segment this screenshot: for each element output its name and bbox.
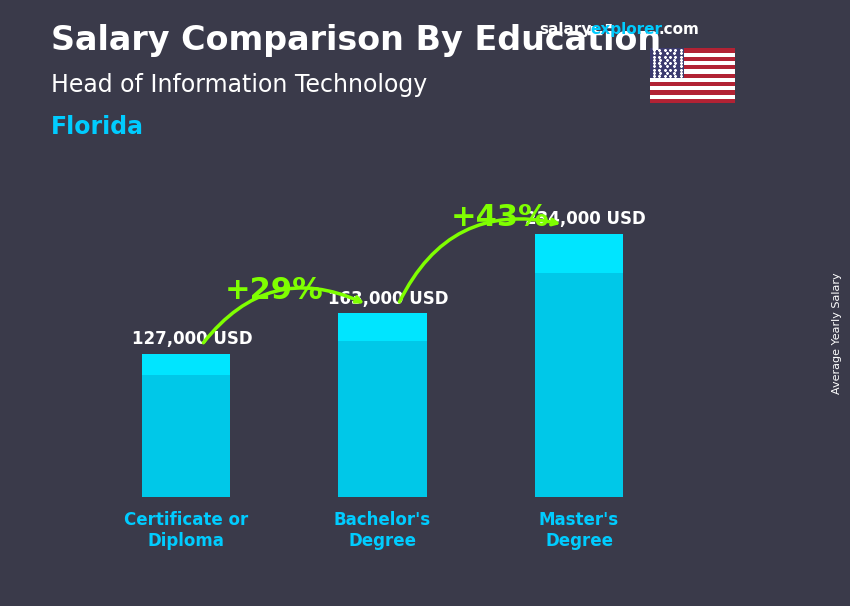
Bar (650, 90, 735, 95)
Text: 234,000 USD: 234,000 USD (525, 210, 646, 228)
Bar (338, 313, 427, 497)
Bar (142, 354, 230, 376)
Bar (650, 53, 735, 57)
Bar (142, 354, 230, 497)
Text: +29%: +29% (225, 276, 324, 305)
Bar (650, 61, 735, 65)
Text: Salary Comparison By Education: Salary Comparison By Education (51, 24, 661, 57)
Bar (650, 99, 735, 103)
Text: Head of Information Technology: Head of Information Technology (51, 73, 428, 97)
Text: salary: salary (540, 22, 592, 38)
Bar (650, 95, 735, 99)
Text: Average Yearly Salary: Average Yearly Salary (832, 273, 842, 394)
Bar (535, 233, 623, 273)
Text: +43%: +43% (451, 203, 550, 231)
Text: 163,000 USD: 163,000 USD (328, 290, 449, 308)
Bar (650, 78, 735, 82)
Bar (650, 86, 735, 90)
Text: .com: .com (659, 22, 700, 38)
Bar (650, 65, 735, 70)
Text: explorer: explorer (591, 22, 663, 38)
Bar (650, 57, 735, 61)
Bar (338, 313, 427, 341)
Bar (650, 48, 684, 78)
Bar (650, 48, 735, 53)
Bar (650, 82, 735, 86)
Text: 127,000 USD: 127,000 USD (132, 330, 252, 348)
Text: Florida: Florida (51, 115, 144, 139)
Bar (535, 233, 623, 497)
Bar (650, 70, 735, 74)
Bar (650, 74, 735, 78)
